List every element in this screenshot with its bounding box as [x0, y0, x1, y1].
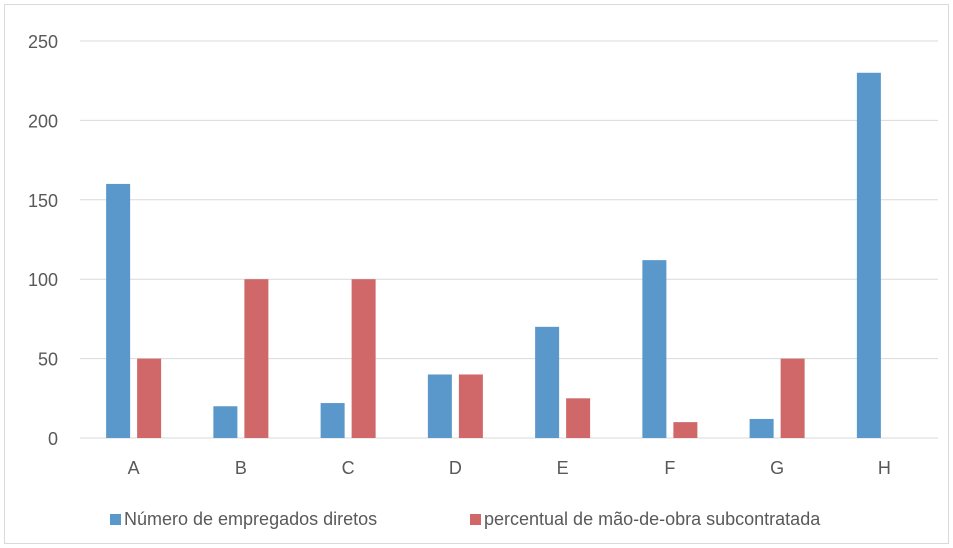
- bars: [106, 72, 881, 438]
- y-tick-label: 100: [28, 270, 58, 290]
- y-tick-label: 250: [28, 32, 58, 52]
- x-tick-label: E: [557, 458, 569, 478]
- x-tick-label: A: [128, 458, 140, 478]
- bar-C-series-1: [320, 403, 345, 438]
- bar-A-series-2: [137, 358, 162, 438]
- bar-H-series-1: [856, 72, 881, 438]
- y-tick-label: 150: [28, 191, 58, 211]
- legend-label: Número de empregados diretos: [124, 509, 377, 529]
- bar-E-series-1: [535, 326, 560, 438]
- legend-swatch: [470, 514, 481, 525]
- y-tick-label: 200: [28, 111, 58, 131]
- y-tick-label: 50: [38, 350, 58, 370]
- bar-D-series-2: [458, 374, 483, 438]
- bar-D-series-1: [427, 374, 452, 438]
- x-axis-ticks: A B C D E F G H: [128, 458, 891, 478]
- y-axis-ticks: 0 50 100 150 200 250: [28, 32, 58, 449]
- bar-B-series-2: [244, 279, 269, 438]
- x-tick-label: C: [342, 458, 355, 478]
- bar-F-series-1: [642, 260, 667, 438]
- bar-A-series-1: [106, 183, 131, 438]
- x-tick-label: H: [878, 458, 891, 478]
- x-tick-label: G: [770, 458, 784, 478]
- legend: Número de empregados diretos percentual d…: [110, 509, 821, 529]
- bar-B-series-1: [213, 406, 238, 438]
- legend-swatch: [110, 514, 121, 525]
- x-tick-label: B: [235, 458, 247, 478]
- bar-G-series-2: [780, 358, 805, 438]
- legend-label: percentual de mão-de-obra subcontratada: [484, 509, 821, 529]
- y-tick-label: 0: [48, 429, 58, 449]
- bar-F-series-2: [673, 422, 698, 438]
- bar-G-series-1: [749, 418, 774, 438]
- bar-E-series-2: [566, 398, 591, 438]
- chart-frame: [4, 4, 949, 544]
- bar-C-series-2: [351, 279, 376, 438]
- x-tick-label: F: [664, 458, 675, 478]
- gridlines: [80, 40, 938, 439]
- x-tick-label: D: [449, 458, 462, 478]
